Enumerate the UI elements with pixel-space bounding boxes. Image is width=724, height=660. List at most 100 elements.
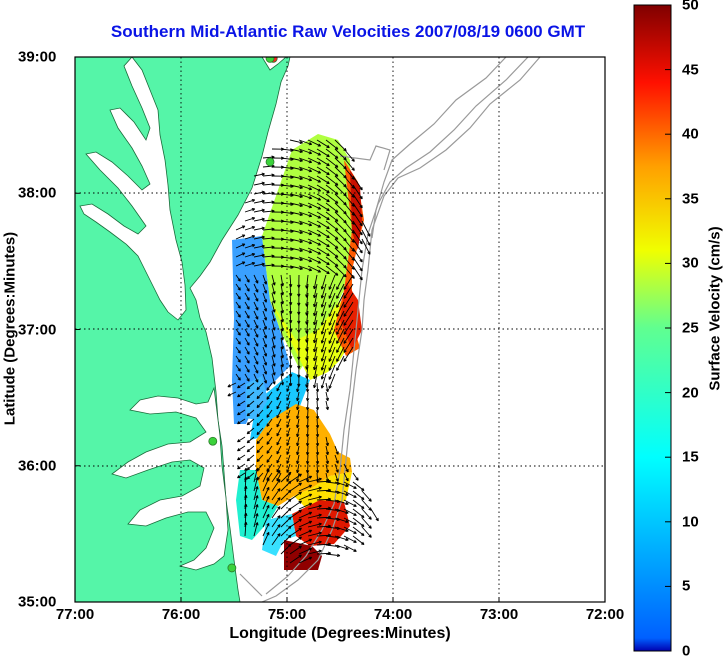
current-vector-arrow [235,346,241,354]
current-vector-arrow [307,202,322,210]
current-vector-arrow [271,479,281,492]
current-vector-arrow [276,445,282,455]
current-vector-arrow [307,504,322,510]
current-vector-arrow [227,382,237,388]
current-vector-arrow [343,517,357,525]
current-vector-arrow [307,229,322,237]
current-vector-arrow [316,256,330,266]
current-vector-arrow [316,265,330,275]
current-vector-arrow [313,337,318,353]
current-vector-arrow [307,148,322,156]
current-vector-arrow [253,199,265,204]
current-vector-arrow [262,531,270,546]
current-vector-arrow [298,547,313,555]
current-vector-arrow [352,256,363,272]
current-vector-arrow [235,337,241,345]
current-vector-arrow [316,220,330,230]
current-vector-arrow [256,436,264,445]
current-vector-arrow [343,472,349,482]
current-vector-arrow [237,436,246,443]
current-vector-arrow [280,471,292,483]
current-vector-arrow [334,508,349,515]
current-vector-arrow [313,328,318,344]
current-vector-arrow [328,364,336,380]
current-vector-arrow [316,193,330,203]
current-vector-arrow [271,488,281,501]
current-vector-arrow [325,436,330,447]
current-vector-arrow [315,391,320,402]
current-vector-arrow [271,310,276,322]
current-vector-arrow [262,328,268,339]
current-vector-arrow [266,400,273,409]
current-vector-arrow [289,500,302,510]
current-vector-arrow [262,319,268,330]
current-vector-arrow [325,202,339,213]
current-vector-arrow [328,283,336,299]
colorbar-tick-label: 20 [682,384,699,402]
current-vector-arrow [289,148,303,154]
current-vector-arrow [361,526,372,538]
current-vector-arrow [334,517,349,524]
current-vector-arrow [328,346,336,362]
current-vector-arrow [328,337,336,353]
current-vector-arrow [246,409,255,417]
current-vector-arrow [237,391,246,398]
x-tick-label: 73:00 [479,606,519,623]
pamlico-sound [111,386,229,571]
current-vector-arrow [343,274,354,290]
current-vector-arrow [352,229,363,245]
current-vector-arrow [328,292,336,308]
current-vector-arrow [307,193,322,201]
current-vector-arrow [298,484,313,492]
current-vector-arrow [262,283,268,294]
current-vector-arrow [334,463,339,473]
current-vector-arrow [276,436,282,446]
current-vector-arrow [343,526,357,534]
current-vector-arrow [246,382,255,390]
current-vector-arrow [271,497,281,510]
current-vector-arrow [316,166,330,176]
current-vector-arrow [325,445,330,456]
current-vector-arrow [244,364,250,373]
current-vector-arrow [336,301,345,317]
current-vector-arrow [253,310,259,320]
current-vector-arrow [298,265,313,272]
current-vector-arrow [298,193,313,200]
current-vector-arrow [296,409,300,420]
current-vector-arrow [246,445,255,453]
current-vector-arrow [370,508,379,522]
current-vector-arrow [325,238,339,249]
current-vector-arrow [325,247,339,258]
current-vector-arrow [289,238,303,244]
current-vector-arrow [244,373,250,382]
current-vector-arrow [244,244,256,249]
current-vector-arrow [298,229,313,236]
current-vector-arrow [313,274,318,290]
current-vector-arrow [343,481,357,489]
current-vector-arrow [320,310,327,326]
current-vector-arrow [307,477,322,483]
current-vector-arrow [256,409,264,418]
current-vector-arrow [296,445,300,456]
current-vector-arrow [280,489,292,501]
current-vector-arrow [307,265,322,273]
current-vector-arrow [352,193,363,209]
colorbar [633,4,672,652]
current-vector-arrow [352,238,363,254]
current-vector-arrow [305,445,310,456]
colorbar-tick-label: 45 [682,61,699,79]
current-vector-arrow [253,235,265,240]
current-vector-arrow [244,328,250,337]
x-tick-label: 75:00 [267,606,307,623]
current-vector-arrow [298,538,313,546]
current-vector-arrow [262,495,270,510]
current-vector-arrow [246,391,255,399]
current-vector-arrow [289,518,302,528]
current-vector-arrow [315,409,320,420]
current-vector-arrow [325,220,339,231]
current-vector-arrow [246,400,255,408]
current-vector-arrow [244,283,250,292]
current-vector-arrow [352,508,365,519]
current-vector-arrow [361,490,372,502]
current-vector-arrow [244,253,256,258]
